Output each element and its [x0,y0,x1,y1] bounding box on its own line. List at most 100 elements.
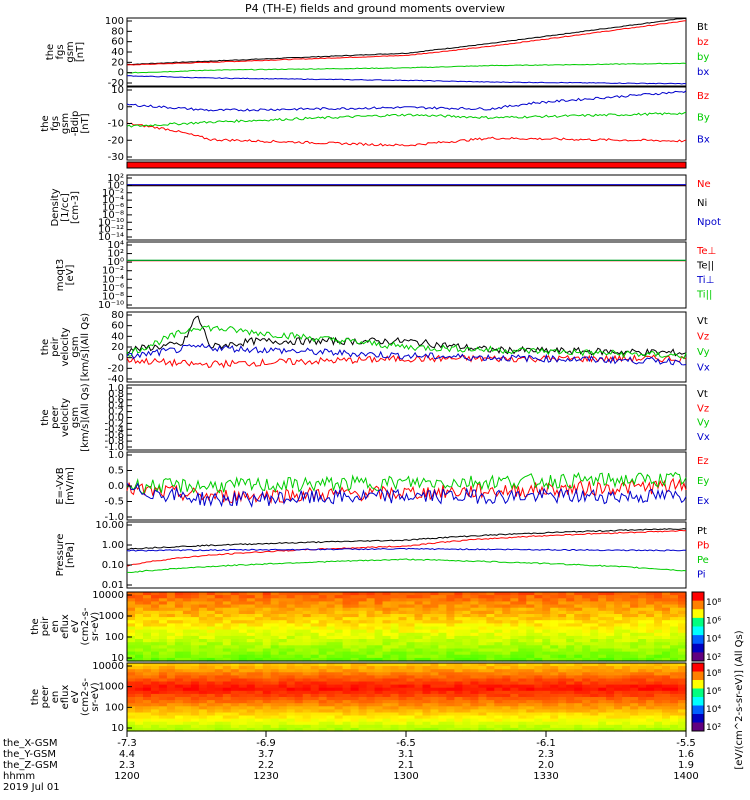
spectrogram-cell [143,669,152,673]
spectrogram-cell [566,629,575,634]
spectrogram-cell [406,715,416,720]
spectrogram-cell [262,632,272,637]
spectrogram-cell [406,617,416,621]
spectrogram-cell [438,672,447,676]
spectrogram-cell [662,610,671,615]
spectrogram-cell [470,697,479,701]
spectrogram-cell [374,617,384,621]
legend-label-by: by [697,52,709,63]
spectrogram-cell [526,639,535,643]
spectrogram-cell [326,709,336,714]
y-tick-label: 1000 [99,611,124,622]
spectrogram-cell [198,697,208,701]
spectrogram-cell [606,666,615,670]
spectrogram-cell [662,601,671,606]
spectrogram-cell [222,706,232,710]
spectrogram-cell [151,724,160,729]
spectrogram-cell [486,607,495,612]
spectrogram-cell [638,614,647,618]
spectrogram-cell [143,663,152,667]
spectrogram-cell [158,666,168,670]
spectrogram-cell [382,645,392,649]
y-tick-label: 10⁻⁴ [102,274,124,285]
spectrogram-cell [446,715,455,720]
spectrogram-cell [190,617,200,621]
spectrogram-cell [366,706,376,710]
spectrogram-cell [422,672,432,676]
spectrogram-cell [214,690,224,695]
spectrogram-cell [446,654,455,659]
spectrogram-cell [494,706,503,710]
spectrogram-cell [406,626,416,631]
spectrogram-cell [518,642,527,646]
colorbar-tick-label: 10⁴ [706,705,721,715]
spectrogram-cell [582,684,591,689]
spectrogram-cell [406,697,416,701]
y-tick-label: 10² [107,173,124,184]
spectrogram-cell [406,657,416,662]
spectrogram-cell [550,690,559,695]
spectrogram-cell [390,610,400,615]
spectrogram-cell [510,617,519,621]
spectrogram-cell [198,607,208,612]
spectrogram-cell [550,601,559,606]
spectrogram-cell [614,703,623,707]
spectrogram-cell [574,684,583,689]
y-axis-label-line: [eV] [65,265,76,286]
spectrogram-cell [262,629,272,634]
spectrogram-cell [670,715,679,720]
spectrogram-cell [614,690,623,695]
spectrogram-cell [334,632,344,637]
spectrogram-cell [182,721,192,726]
spectrogram-cell [462,642,471,646]
spectrogram-cell [366,642,376,646]
spectrogram-cell [470,681,479,686]
spectrogram-cell [454,666,463,670]
spectrogram-cell [174,706,184,710]
spectrogram-cell [294,727,304,732]
spectrogram-cell [550,697,559,701]
spectrogram-cell [366,595,376,599]
spectrogram-cell [382,706,392,710]
spectrogram-cell [366,620,376,624]
spectrogram-cell [206,623,216,628]
spectrogram-cell [462,635,471,640]
spectrogram-cell [606,681,615,686]
spectrogram-cell [406,709,416,714]
spectrogram-cell [558,703,567,707]
spectrogram-cell [198,693,208,698]
spectrogram-cell [406,607,416,612]
spectrogram-cell [614,610,623,615]
spectrogram-cell [654,635,663,640]
spectrogram-cell [454,648,463,653]
spectrogram-cell [166,620,176,624]
spectrogram-cell [230,715,240,720]
x-tick-label: 2.0 [538,760,554,771]
spectrogram-cell [366,651,376,656]
spectrogram-cell [358,681,368,686]
spectrogram-cell [135,700,144,704]
spectrogram-cell [151,727,160,732]
spectrogram-cell [278,727,288,732]
series-vx-line [126,343,687,366]
spectrogram-cell [502,693,511,698]
spectrogram-cell [638,712,647,717]
spectrogram-cell [614,709,623,714]
spectrogram-cell [478,601,487,606]
spectrogram-cell [382,657,392,662]
spectrogram-cell [310,663,320,667]
spectrogram-cell [127,626,136,631]
spectrogram-cell [390,604,400,609]
x-tick-label: -6.5 [396,738,416,749]
spectrogram-cell [446,642,455,646]
spectrogram-cell [214,684,224,689]
spectrogram-cell [262,617,272,621]
spectrogram-cell [494,654,503,659]
spectrogram-cell [470,693,479,698]
spectrogram-cell [262,657,272,662]
spectrogram-cell [582,645,591,649]
spectrogram-cell [254,684,264,689]
spectrogram-cell [374,651,384,656]
spectrogram-cell [350,684,360,689]
spectrogram-cell [662,684,671,689]
